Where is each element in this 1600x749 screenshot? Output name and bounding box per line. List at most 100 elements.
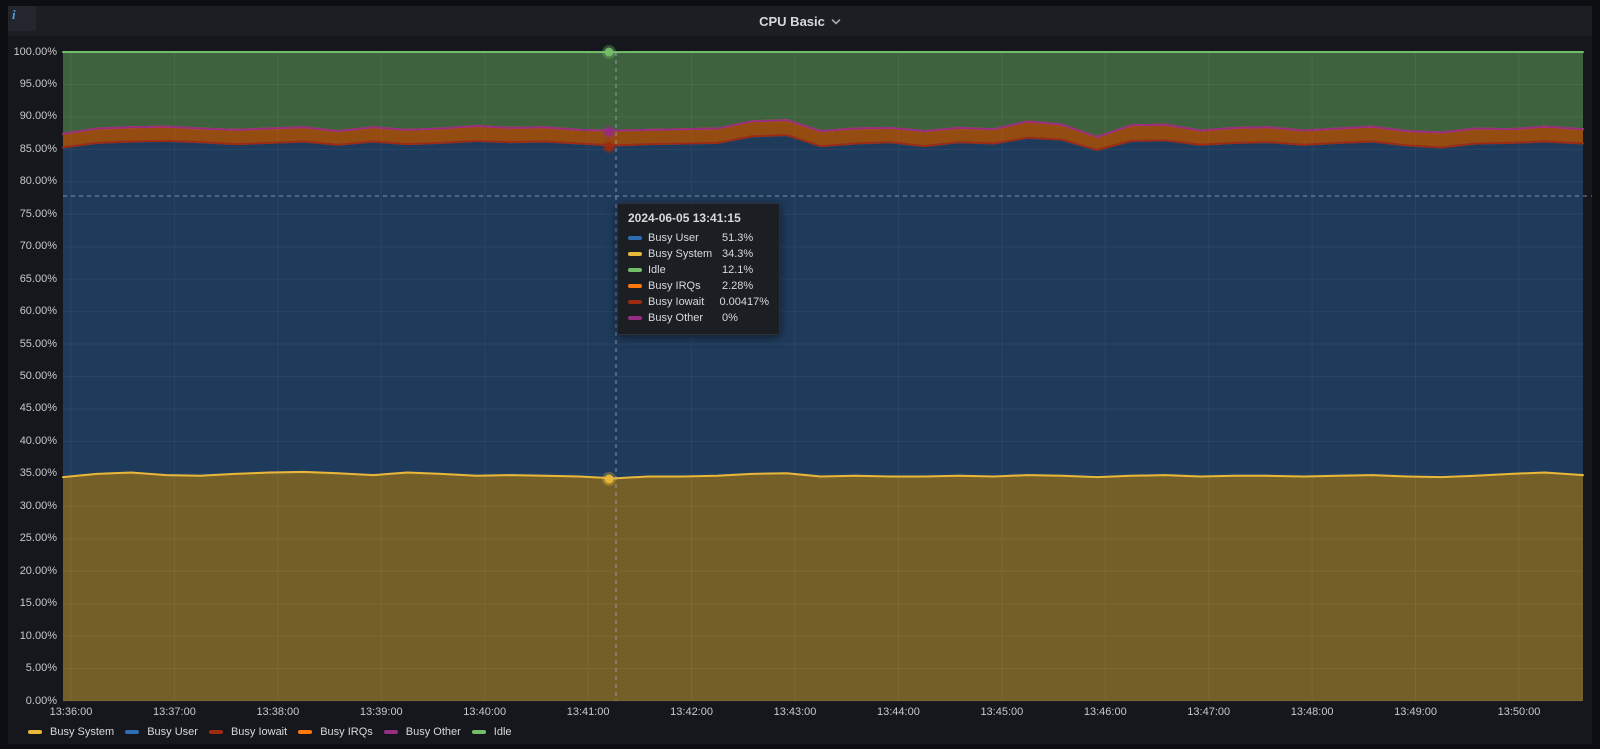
x-tick-label: 13:39:00	[359, 706, 403, 718]
y-tick-label: 85.00%	[19, 142, 57, 155]
y-tick-label: 45.00%	[19, 402, 57, 415]
x-tick-label: 13:42:00	[670, 706, 713, 718]
legend-label: Busy User	[147, 726, 198, 738]
y-tick-label: 20.00%	[19, 564, 57, 577]
x-tick-label: 13:45:00	[980, 706, 1024, 718]
tooltip-series-label: Busy Iowait	[648, 296, 705, 308]
legend-label: Idle	[493, 726, 512, 738]
x-tick-label: 13:36:00	[49, 706, 93, 718]
y-tick-label: 30.00%	[19, 499, 57, 512]
legend-swatch	[28, 730, 42, 734]
panel-title-text: CPU Basic	[759, 13, 825, 29]
x-tick-label: 13:48:00	[1290, 706, 1334, 718]
x-tick-label: 13:46:00	[1083, 706, 1127, 718]
y-tick-label: 80.00%	[19, 175, 57, 188]
x-tick-label: 13:37:00	[153, 706, 196, 718]
info-icon: i	[12, 7, 16, 22]
tooltip-series-swatch	[628, 284, 642, 288]
y-tick-label: 75.00%	[19, 207, 57, 220]
area-idle	[63, 52, 1583, 137]
legend-item-busy-irqs[interactable]: Busy IRQs	[298, 726, 373, 738]
area-busy-user	[63, 135, 1583, 479]
tooltip-row-idle: Idle 12.1%	[628, 262, 769, 278]
legend-label: Busy Other	[405, 726, 461, 738]
tooltip-row-busy-system: Busy System 34.3%	[628, 246, 769, 262]
x-tick-label: 13:49:00	[1394, 706, 1437, 718]
legend-label: Busy IRQs	[320, 726, 373, 738]
tooltip-timestamp: 2024-06-05 13:41:15	[628, 211, 741, 225]
legend-swatch	[383, 730, 398, 734]
x-tick-label: 13:47:00	[1187, 706, 1231, 718]
x-tick-label: 13:41:00	[566, 706, 610, 718]
x-tick-label: 13:40:00	[463, 706, 507, 718]
line-busy-other	[62, 119, 1584, 138]
legend-swatch	[298, 730, 313, 734]
tooltip-series-value: 0%	[722, 312, 738, 324]
y-tick-label: 55.00%	[19, 337, 57, 350]
y-tick-label: 90.00%	[19, 110, 57, 123]
tooltip-series-value: 51.3%	[722, 232, 754, 244]
y-tick-label: 25.00%	[19, 532, 57, 545]
panel-title[interactable]: CPU Basic	[759, 11, 841, 31]
y-tick-label: 15.00%	[19, 597, 57, 610]
tooltip-series-label: Busy Other	[648, 312, 704, 324]
tooltip-series-label: Busy System	[648, 248, 713, 260]
line-busy-system	[62, 470, 1584, 480]
crosshair	[63, 52, 1592, 701]
x-tick-label: 13:43:00	[773, 706, 817, 718]
legend-item-busy-system[interactable]: Busy System	[28, 726, 114, 738]
tooltip: 2024-06-05 13:41:15 Busy User 51.3% Busy S…	[617, 203, 780, 335]
y-tick-label: 60.00%	[19, 305, 57, 318]
tooltip-series-label: Idle	[648, 264, 666, 276]
tooltip-series-value: 0.00417%	[719, 296, 769, 308]
panel-info-corner[interactable]: i	[8, 6, 36, 31]
x-tick-label: 13:38:00	[256, 706, 300, 718]
legend-swatch	[208, 730, 223, 734]
tooltip-series-value: 34.3%	[722, 248, 754, 260]
line-busy-iowait	[62, 134, 1584, 151]
y-tick-label: 50.00%	[19, 370, 57, 382]
tooltip-rows: Busy User 51.3% Busy System 34.3% Idle 12.1% B…	[628, 230, 769, 326]
legend-item-busy-other[interactable]: Busy Other	[383, 726, 461, 738]
panel-header: CPU Basic	[8, 6, 1592, 36]
tooltip-series-swatch	[628, 316, 642, 320]
y-tick-label: 40.00%	[19, 434, 57, 447]
tooltip-series-swatch	[628, 268, 642, 272]
hover-point-busy-iowait	[602, 139, 616, 154]
tooltip-row-busy-other: Busy Other 0%	[628, 310, 769, 326]
tooltip-series-swatch	[628, 236, 642, 240]
tooltip-series-swatch	[628, 252, 642, 256]
tooltip-series-value: 12.1%	[722, 264, 754, 276]
hover-point-busy-system	[602, 472, 616, 487]
tooltip-series-swatch	[628, 300, 642, 304]
area-busy-system	[63, 471, 1583, 701]
chevron-down-icon	[831, 13, 841, 31]
tooltip-row-busy-iowait: Busy Iowait 0.00417%	[628, 294, 769, 310]
tooltip-row-busy-user: Busy User 51.3%	[628, 230, 769, 246]
hover-point-idle	[602, 45, 616, 59]
legend-item-busy-iowait[interactable]: Busy Iowait	[208, 726, 288, 738]
legend-item-idle[interactable]: Idle	[471, 726, 512, 738]
legend-label: Busy Iowait	[230, 726, 288, 738]
legend-swatch	[471, 730, 486, 734]
hover-point-busy-other	[602, 124, 616, 139]
legend: Busy System Busy User Busy Iowait Busy IRQs…	[28, 726, 512, 738]
y-tick-label: 70.00%	[19, 240, 57, 253]
tooltip-series-label: Busy User	[648, 232, 699, 244]
y-tick-label: 65.00%	[19, 272, 57, 285]
tooltip-series-label: Busy IRQs	[648, 280, 701, 292]
legend-label: Busy System	[50, 726, 115, 738]
tooltip-series-value: 2.28%	[722, 280, 754, 292]
y-tick-label: 35.00%	[19, 467, 57, 480]
y-tick-label: 5.00%	[25, 662, 57, 675]
x-tick-label: 13:50:00	[1497, 706, 1541, 718]
y-tick-label: 0.00%	[25, 694, 57, 707]
tooltip-row-busy-irqs: Busy IRQs 2.28%	[628, 278, 769, 294]
legend-swatch	[125, 730, 140, 734]
y-tick-label: 100.00%	[13, 45, 57, 58]
legend-item-busy-user[interactable]: Busy User	[125, 726, 198, 738]
y-tick-label: 10.00%	[19, 629, 57, 642]
x-tick-label: 13:44:00	[877, 706, 920, 718]
